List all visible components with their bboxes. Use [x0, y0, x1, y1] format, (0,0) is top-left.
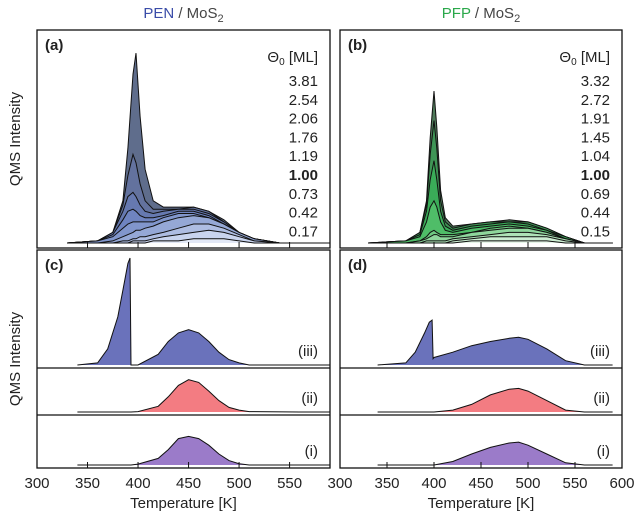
legend-entry: 0.73: [289, 186, 318, 203]
legend-entry: 2.06: [289, 111, 318, 128]
area-fill: [368, 240, 613, 243]
x-tick-label: 350: [75, 475, 100, 492]
trace-label: (ii): [593, 390, 610, 407]
trace-label: (ii): [301, 390, 318, 407]
legend-title-part: Θ: [559, 49, 571, 66]
legend-entry: 2.54: [289, 92, 318, 109]
title-molecule: PEN: [143, 5, 174, 22]
legend-entry: 0.42: [289, 205, 318, 222]
legend-entry: 1.04: [581, 148, 610, 165]
trace-label: (i): [305, 443, 318, 460]
legend-entry: 0.15: [581, 223, 610, 240]
panel-label: (a): [45, 37, 63, 54]
legend-entry: 1.91: [581, 111, 610, 128]
area-fill: [368, 91, 613, 243]
x-axis-label: Temperature [K]: [130, 495, 237, 512]
title-molecule: PFP: [442, 5, 471, 22]
legend-title: Θ0 [ML]: [559, 49, 610, 68]
x-axis-label: Temperature [K]: [428, 495, 535, 512]
x-tick-label: 550: [562, 475, 587, 492]
curve: [368, 227, 613, 244]
x-tick-label: 350: [374, 475, 399, 492]
x-tick-label: 400: [421, 475, 446, 492]
x-tick-label: 550: [277, 475, 302, 492]
legend-entry: 3.32: [581, 73, 610, 90]
y-axis-label: QMS Intensity: [7, 311, 24, 406]
panel-title: PFP / MoS2: [442, 5, 520, 25]
curve: [368, 199, 613, 244]
legend-entry: 0.17: [289, 223, 318, 240]
legend-entry: 0.44: [581, 205, 610, 222]
panel-frame: [36, 249, 331, 469]
title-subscript: 2: [514, 13, 520, 25]
legend-title: Θ0 [ML]: [267, 49, 318, 68]
panel-title: PEN / MoS2: [143, 5, 223, 25]
curve: [77, 257, 330, 366]
x-tick-label: 300: [327, 475, 352, 492]
legend-entry: 0.69: [581, 186, 610, 203]
curve: [377, 387, 613, 413]
x-tick-label: 500: [227, 475, 252, 492]
x-tick-label: 400: [126, 475, 151, 492]
panel-frame: [36, 29, 331, 249]
curve: [377, 441, 613, 466]
title-substrate: / MoS: [471, 5, 514, 22]
y-axis-label: QMS Intensity: [7, 91, 24, 186]
title-substrate: / MoS: [174, 5, 217, 22]
curve: [368, 91, 613, 244]
legend-title-part: [ML]: [577, 49, 610, 66]
legend-title-part: Θ: [267, 49, 279, 66]
area-fill: [377, 388, 613, 412]
curve: [77, 379, 330, 413]
title-subscript: 2: [218, 13, 224, 25]
curve: [77, 435, 330, 466]
x-tick-label: 450: [468, 475, 493, 492]
curve: [368, 231, 613, 244]
legend-entry: 1.00: [289, 167, 318, 184]
curve: [368, 240, 613, 244]
legend-entry: 1.45: [581, 129, 610, 146]
x-tick-label: 300: [24, 475, 49, 492]
curve: [368, 120, 613, 244]
legend-title-part: 0: [571, 57, 577, 68]
legend-entry: 3.81: [289, 73, 318, 90]
curve: [377, 319, 613, 366]
panel-label: (d): [348, 257, 367, 274]
area-fill: [377, 320, 613, 365]
x-tick-label: 600: [609, 475, 634, 492]
legend-title-part: [ML]: [285, 49, 318, 66]
legend-entry: 1.00: [581, 167, 610, 184]
panel-label: (b): [348, 37, 367, 54]
x-tick-label: 450: [176, 475, 201, 492]
area-fill: [77, 379, 331, 412]
area-fill: [67, 238, 331, 243]
curve: [67, 238, 330, 244]
x-tick-label: 500: [515, 475, 540, 492]
legend-title-part: 0: [279, 57, 285, 68]
trace-label: (i): [597, 443, 610, 460]
trace-label: (iii): [590, 343, 610, 360]
trace-label: (iii): [298, 343, 318, 360]
curve: [67, 215, 330, 244]
panel-label: (c): [45, 257, 63, 274]
area-fill: [377, 442, 613, 465]
legend-entry: 1.19: [289, 148, 318, 165]
area-fill: [77, 258, 331, 365]
area-fill: [77, 436, 331, 465]
curve: [67, 223, 330, 244]
legend-entry: 1.76: [289, 129, 318, 146]
legend-entry: 2.72: [581, 92, 610, 109]
area-fill: [67, 230, 331, 243]
